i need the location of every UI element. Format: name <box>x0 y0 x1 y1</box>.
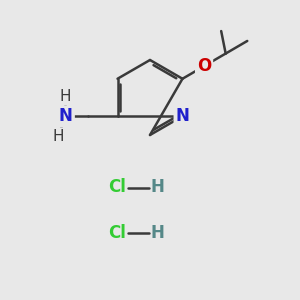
Text: H: H <box>60 89 71 104</box>
Text: H: H <box>151 178 164 196</box>
Text: Cl: Cl <box>108 178 126 196</box>
Text: H: H <box>53 128 64 143</box>
Text: H: H <box>151 224 164 242</box>
Text: N: N <box>59 107 73 125</box>
Text: N: N <box>176 107 189 125</box>
Text: O: O <box>197 57 211 75</box>
Text: Cl: Cl <box>108 224 126 242</box>
